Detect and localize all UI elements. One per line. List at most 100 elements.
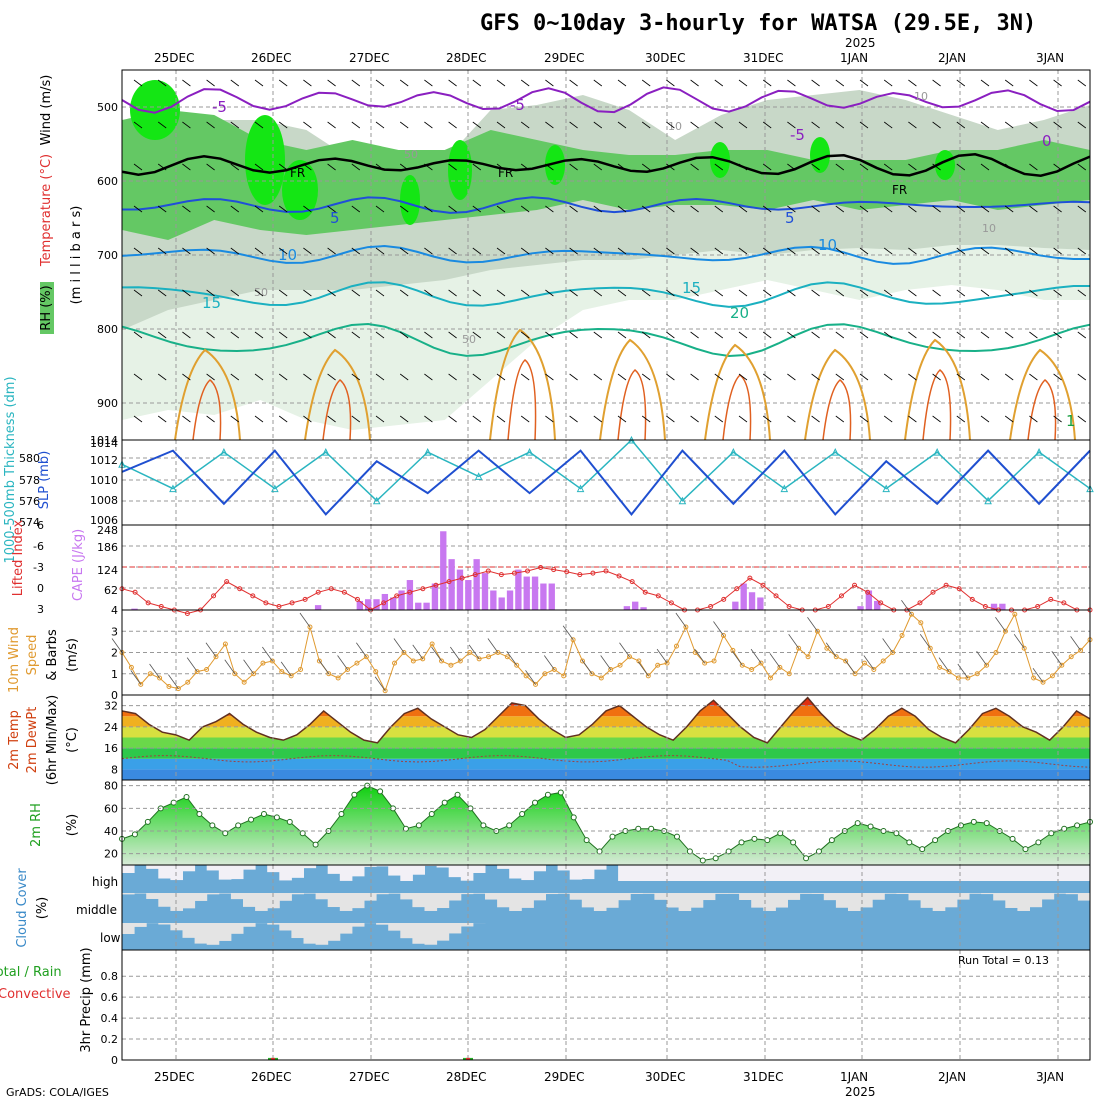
bottom-date-label: 27DEC [349,1070,389,1084]
rh2m-panel: 80 60 40 20 2m RH (%) [29,779,1093,866]
wind-speed-marker [486,654,492,660]
wind-barb [525,670,536,685]
rh-marker [196,811,203,817]
wind-barb [1013,634,1025,649]
top-date-label: 27DEC [349,51,389,65]
wind-barb [472,331,482,339]
wind-barb [908,163,917,171]
temp-contour-label: 5 [330,209,340,227]
wind-barb [811,205,820,213]
cloud-high-gap [593,865,607,870]
rh-marker [1061,825,1068,832]
y-tick-label: 800 [97,323,118,336]
cloud-middle-gap [896,893,909,895]
wind-speed-marker [157,675,163,681]
wind-barb [1077,289,1087,297]
wind-barb [299,612,311,628]
wind-barb [859,121,869,129]
y-tick-label: 1014 [90,434,118,447]
bottom-date-label: 31DEC [743,1070,783,1084]
wind-barb [351,289,361,297]
y-tick-label: 32 [104,700,118,713]
cloud-middle-gap [436,893,450,909]
y-tick-label: 40 [104,825,118,838]
cloud-low-gap [170,923,183,931]
cloud-high-gap [218,865,232,880]
cape-bar [365,599,372,610]
wind-barb [666,289,675,297]
temp-contour-label: -5 [510,96,525,114]
footer-credit: GrADS: COLA/IGES [6,1086,109,1099]
wind-barb [472,415,482,423]
lifted-index-marker [433,582,439,588]
thickness-marker [1035,448,1043,456]
wind-barb [1077,373,1087,381]
cloud-high-gap [557,865,571,871]
bottom-year: 2025 [845,1085,876,1099]
wind-speed-marker [523,673,529,679]
wind-barb [520,121,530,129]
rh-marker [183,794,190,800]
cloud-middle-gap [194,893,208,901]
wind-barb [690,121,699,129]
wind-speed-marker [814,628,820,634]
rh-marker [248,816,255,823]
rh-marker [854,820,861,827]
wind-barb [375,205,385,213]
wind-barb [811,121,820,129]
freezing-label: FR [498,166,513,180]
cloud-middle-gap [460,893,474,895]
cloud-middle-gap [472,893,486,894]
wind-barb [278,121,288,129]
y-tick-label: 3 [111,625,118,638]
cape-bar [390,597,397,610]
wind-barb [545,121,554,129]
thickness-marker [525,448,534,456]
cloud-low-gap [315,923,329,945]
wind-barb [714,163,724,171]
wind-barb [1004,121,1014,129]
wind-barb [393,638,405,653]
cloud-middle-gap [1005,893,1018,908]
rh-marker [983,820,990,827]
wind-barb [1029,79,1038,87]
wind-barb [762,373,772,381]
wind-barb [762,331,772,339]
wind-barb [980,373,990,381]
wind-barb [581,659,593,674]
wind-barb [157,79,167,87]
wind-barb [932,163,941,171]
wind-barb [714,247,724,255]
wind-barb [956,247,966,255]
wind-barb [543,655,555,670]
cloud-high-gap [775,865,788,881]
rh-band [122,110,1090,240]
wind-barb [351,121,361,129]
rh-marker [919,846,926,853]
cloud-high-gap [122,865,135,873]
cape-bar [874,600,881,610]
wind-barb [980,121,990,129]
wind-speed-marker [871,667,877,672]
precip-panel: 0.8 0.6 0.4 0.2 0 Total / Rain Convective 3hr P… [0,947,1091,1067]
cape-bar [356,600,363,610]
wind-barb [641,373,651,381]
cloud-middle-gap [678,893,692,911]
wind-barb [448,79,457,87]
cloud-middle-gap [993,893,1006,901]
cape-bar [373,599,380,610]
wind-barb [835,205,845,213]
wind-speed-marker [410,658,416,664]
wind-barb [835,163,845,171]
wind-barb [472,79,482,87]
rh2m-unit-label: (%) [65,814,80,837]
wind-barb [448,415,457,423]
wind-barb [496,79,506,87]
wind-barb [327,247,336,255]
cloud-high-gap [230,865,244,880]
wind-speed-marker [899,633,905,638]
cloud-high-gap [1065,865,1079,881]
top-date-label: 25DEC [154,51,194,65]
wind-barb [1053,79,1062,87]
wind-barb [807,617,818,632]
